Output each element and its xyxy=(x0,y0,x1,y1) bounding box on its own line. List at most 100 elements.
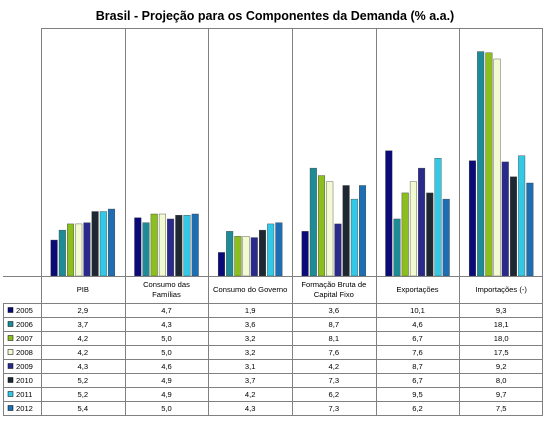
table-value: 1,9 xyxy=(245,306,256,315)
legend-key-2011 xyxy=(7,391,14,397)
chart-title: Brasil - Projeção para os Componentes da… xyxy=(95,9,455,23)
bar-2006-0 xyxy=(58,229,66,277)
category-label: Exportações xyxy=(396,285,438,294)
table-value: 7,5 xyxy=(496,404,507,413)
table-value: 4,2 xyxy=(78,334,89,343)
table-value: 7,3 xyxy=(329,376,340,385)
bar-2007-5 xyxy=(485,52,493,277)
legend-label-2010: 2010 xyxy=(16,376,33,385)
bar-2005-3 xyxy=(301,231,309,277)
table-value: 6,2 xyxy=(329,390,340,399)
legend-key-2009 xyxy=(7,363,14,369)
table-value: 3,7 xyxy=(78,320,89,329)
bar-2008-1 xyxy=(158,213,166,277)
bar-2005-1 xyxy=(134,217,142,277)
bar-2011-1 xyxy=(183,215,191,277)
table-value: 18,0 xyxy=(494,334,509,343)
bar-2010-4 xyxy=(426,192,434,277)
category-label: Formação Bruta de xyxy=(301,280,366,289)
bar-2009-3 xyxy=(334,223,342,277)
table-value: 4,6 xyxy=(161,362,172,371)
category-label: Capital Fixo xyxy=(314,290,354,299)
table-value: 4,9 xyxy=(161,376,172,385)
bar-2008-5 xyxy=(493,58,501,277)
bar-2012-3 xyxy=(359,185,367,277)
table-value: 4,6 xyxy=(412,320,423,329)
table-value: 18,1 xyxy=(494,320,509,329)
bar-2005-4 xyxy=(385,150,393,277)
bar-2009-0 xyxy=(83,222,91,277)
bar-2007-3 xyxy=(318,175,326,277)
legend-key-2010 xyxy=(7,377,14,383)
table-value: 8,7 xyxy=(412,362,423,371)
table-value: 3,6 xyxy=(329,306,340,315)
legend-label-2008: 2008 xyxy=(16,348,33,357)
table-value: 10,1 xyxy=(410,306,425,315)
table-value: 3,7 xyxy=(245,376,256,385)
bar-2006-3 xyxy=(309,167,317,277)
bar-2005-0 xyxy=(50,239,58,277)
bar-2012-5 xyxy=(526,182,534,277)
table-value: 3,2 xyxy=(245,334,256,343)
table-value: 7,6 xyxy=(412,348,423,357)
table-value: 9,2 xyxy=(496,362,507,371)
category-label: Consumo do Governo xyxy=(213,285,287,294)
legend-label-2009: 2009 xyxy=(16,362,33,371)
bar-2010-5 xyxy=(509,176,517,277)
category-label: Consumo das xyxy=(143,280,190,289)
table-value: 4,2 xyxy=(245,390,256,399)
table-value: 6,7 xyxy=(412,334,423,343)
legend-key-2007 xyxy=(7,335,14,341)
table-value: 5,0 xyxy=(161,404,172,413)
bar-2006-4 xyxy=(393,218,401,277)
table-value: 2,9 xyxy=(78,306,89,315)
table-value: 6,2 xyxy=(412,404,423,413)
table-value: 9,7 xyxy=(496,390,507,399)
category-label: PIB xyxy=(77,285,89,294)
bar-2005-2 xyxy=(217,252,225,277)
legend-key-2012 xyxy=(7,405,14,411)
bar-2009-1 xyxy=(167,218,175,277)
bar-2009-2 xyxy=(250,237,258,277)
table-value: 5,0 xyxy=(161,334,172,343)
table-value: 9,3 xyxy=(496,306,507,315)
bar-2012-4 xyxy=(442,198,450,277)
legend-label-2005: 2005 xyxy=(16,306,33,315)
table-value: 5,2 xyxy=(78,376,89,385)
bar-2007-2 xyxy=(234,236,242,277)
table-value: 8,1 xyxy=(329,334,340,343)
category-label: Famílias xyxy=(152,290,181,299)
bar-2006-2 xyxy=(226,231,234,277)
legend-label-2006: 2006 xyxy=(16,320,33,329)
legend-label-2012: 2012 xyxy=(16,404,33,413)
table-value: 4,2 xyxy=(329,362,340,371)
bar-2009-5 xyxy=(501,161,509,277)
bar-2012-0 xyxy=(108,208,116,277)
table-value: 3,1 xyxy=(245,362,256,371)
bar-2010-1 xyxy=(175,215,183,277)
table-value: 7,3 xyxy=(329,404,340,413)
table-value: 5,2 xyxy=(78,390,89,399)
bar-2008-4 xyxy=(409,181,417,277)
bar-2008-0 xyxy=(75,223,83,277)
legend-key-2006 xyxy=(7,321,14,327)
bar-2009-4 xyxy=(418,167,426,277)
legend-key-2008 xyxy=(7,349,14,355)
legend-key-2005 xyxy=(7,307,14,313)
bar-2007-0 xyxy=(67,223,75,277)
table-value: 4,2 xyxy=(78,348,89,357)
bar-2011-5 xyxy=(518,155,526,277)
bar-2007-4 xyxy=(401,192,409,277)
legend-label-2007: 2007 xyxy=(16,334,33,343)
table-value: 9,5 xyxy=(412,390,423,399)
bar-2011-0 xyxy=(99,211,107,277)
table-value: 8,0 xyxy=(496,376,507,385)
bar-2010-2 xyxy=(258,229,266,277)
bar-2006-5 xyxy=(477,51,485,277)
bar-2011-2 xyxy=(267,223,275,277)
table-value: 7,6 xyxy=(329,348,340,357)
bar-2011-3 xyxy=(350,198,358,277)
bar-2011-4 xyxy=(434,157,442,277)
bar-2007-1 xyxy=(150,213,158,277)
